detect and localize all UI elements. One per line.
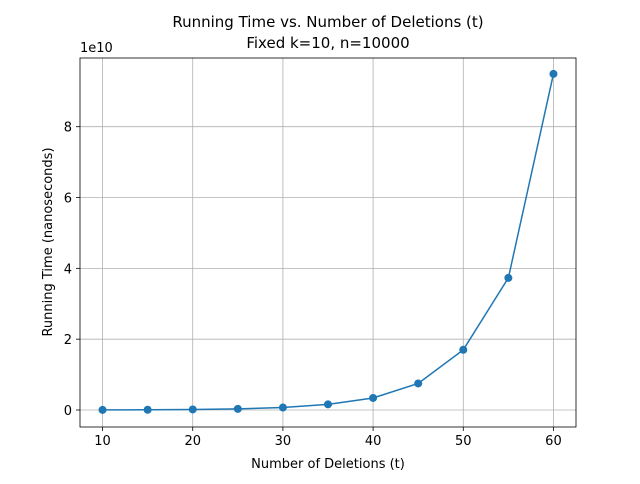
- y-tick-label: 8: [64, 121, 72, 136]
- data-point: [369, 393, 378, 402]
- data-point: [233, 404, 242, 413]
- y-axis-label: Running Time (nanoseconds): [41, 147, 56, 336]
- data-point: [98, 405, 107, 414]
- chart-subtitle: Fixed k=10, n=10000: [246, 34, 409, 52]
- plot-frame: [79, 57, 577, 428]
- y-tick-label: 6: [64, 192, 72, 207]
- x-axis-label: Number of Deletions (t): [251, 457, 405, 472]
- y-tick-label: 2: [64, 333, 72, 348]
- data-point: [414, 379, 423, 388]
- x-tick-label: 50: [455, 434, 472, 449]
- data-point: [549, 69, 558, 78]
- data-point: [143, 405, 152, 414]
- y-offset-label: 1e10: [80, 41, 113, 56]
- data-point: [188, 405, 197, 414]
- y-tick-label: 0: [64, 404, 72, 419]
- x-tick-label: 10: [94, 434, 111, 449]
- x-tick-label: 60: [545, 434, 562, 449]
- x-tick-label: 30: [275, 434, 292, 449]
- x-tick-label: 40: [365, 434, 382, 449]
- x-tick-label: 20: [184, 434, 201, 449]
- chart-title: Running Time vs. Number of Deletions (t): [172, 13, 483, 31]
- data-point: [278, 403, 287, 412]
- y-tick-label: 4: [64, 262, 72, 277]
- data-point: [324, 400, 332, 409]
- data-point: [459, 345, 468, 354]
- data-point: [504, 273, 513, 282]
